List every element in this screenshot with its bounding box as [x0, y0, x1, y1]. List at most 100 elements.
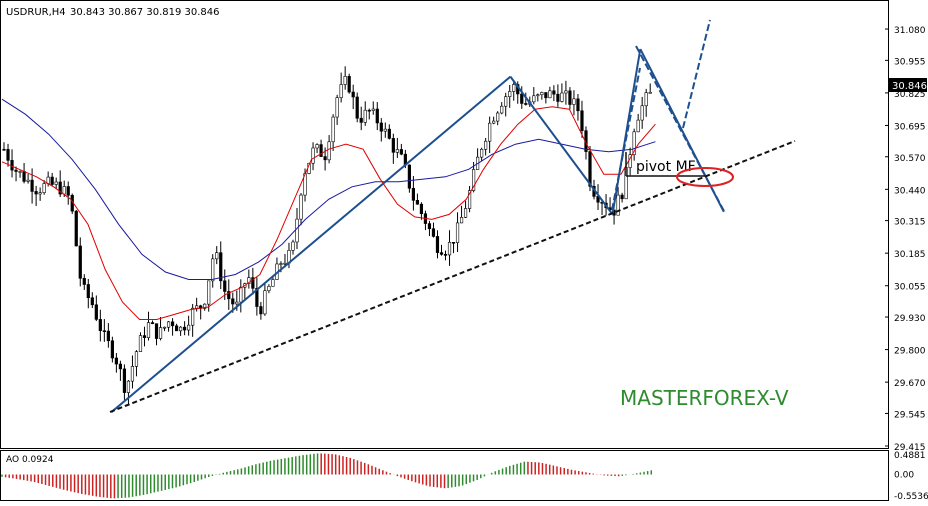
price-tick-label: 30.315	[894, 218, 926, 228]
candle-body	[548, 90, 552, 99]
candle-body	[500, 105, 504, 114]
candle-body	[443, 254, 448, 256]
candle-body	[560, 92, 564, 102]
candle-body	[179, 326, 183, 332]
candle-body	[439, 252, 444, 255]
pivot-highlight-ellipse	[676, 167, 734, 187]
candle-body	[323, 156, 327, 161]
candle-body	[427, 223, 432, 230]
candle-body	[632, 131, 636, 156]
candle-body	[86, 284, 90, 299]
price-tick-label: 30.955	[894, 57, 926, 67]
candle-body	[191, 307, 195, 326]
candle-body	[496, 112, 500, 122]
ao-title: AO 0.0924	[6, 455, 54, 465]
candle-body	[62, 186, 66, 195]
price-tick-label: 30.440	[894, 186, 926, 196]
candle-body	[552, 90, 556, 95]
candle-body	[126, 380, 131, 393]
candle-body	[219, 252, 223, 282]
candle-body	[30, 179, 34, 192]
candle-body	[339, 84, 343, 98]
candle-body	[371, 108, 375, 111]
candle-body	[247, 277, 251, 284]
candle-body	[195, 305, 199, 309]
candle-body	[504, 96, 508, 107]
candle-body	[375, 108, 379, 124]
candle-body	[640, 105, 644, 121]
candle-body	[6, 149, 10, 161]
candle-body	[291, 241, 295, 251]
candle-body	[259, 306, 263, 315]
ao-tick-label: -0.5536	[894, 492, 928, 502]
candle-body	[387, 128, 391, 139]
candle-body	[480, 148, 484, 158]
candle-body	[295, 218, 299, 243]
price-tick-label: 31.080	[894, 26, 926, 36]
candle-body	[351, 91, 355, 98]
candle-body	[227, 291, 231, 300]
candle-body	[203, 303, 207, 309]
candle-body	[395, 149, 399, 153]
candle-body	[347, 76, 351, 93]
candle-body	[415, 200, 420, 205]
pivot-label: pivot MF	[636, 159, 696, 175]
price-tick-label: 30.825	[894, 90, 926, 100]
main-pane-frame	[0, 0, 889, 449]
projection-rise-line	[611, 67, 641, 211]
candle-body	[355, 96, 359, 119]
price-tick-label: 30.695	[894, 122, 926, 132]
watermark-text: MASTERFOREX-V	[620, 386, 789, 410]
candle-body	[648, 92, 652, 94]
candle-body	[383, 128, 387, 132]
candle-body	[18, 171, 22, 173]
candle-body	[472, 169, 476, 191]
candle-body	[90, 297, 94, 306]
candle-body	[122, 368, 127, 393]
candle-body	[223, 280, 227, 292]
candle-body	[488, 122, 492, 142]
candle-body	[299, 194, 303, 220]
candle-body	[576, 98, 580, 112]
price-tick-label: 29.670	[894, 379, 926, 389]
candle-body	[391, 138, 395, 153]
candle-body	[138, 335, 143, 352]
price-tick-label: 30.055	[894, 283, 926, 293]
candle-body	[283, 262, 287, 265]
candle-body	[82, 277, 86, 285]
candle-body	[215, 252, 219, 260]
candle-body	[231, 298, 235, 305]
candle-body	[106, 330, 110, 342]
candle-body	[540, 92, 544, 96]
candle-body	[431, 228, 436, 237]
candle-body	[319, 144, 323, 157]
candle-body	[78, 245, 82, 279]
candle-body	[58, 181, 62, 195]
pattern-lines	[110, 48, 725, 413]
candle-body	[130, 366, 135, 382]
candle-body	[279, 263, 283, 265]
candle-body	[255, 288, 259, 307]
price-tick-label: 29.800	[894, 347, 926, 357]
candle-body	[532, 95, 536, 103]
candle-body	[170, 321, 175, 327]
candle-body	[467, 190, 472, 209]
candle-body	[484, 140, 488, 150]
candle-body	[512, 84, 516, 92]
price-tick-label: 29.930	[894, 314, 926, 324]
candle-body	[588, 151, 592, 187]
ma-fast-line	[1, 106, 656, 320]
candle-body	[98, 319, 102, 331]
candle-body	[38, 192, 42, 195]
candle-body	[459, 217, 464, 224]
candle-body	[26, 179, 30, 182]
candle-body	[536, 94, 540, 97]
candle-body	[508, 91, 512, 98]
candle-body	[187, 324, 191, 331]
candle-body	[42, 183, 46, 193]
symbol-label: USDRUR,H4	[6, 7, 66, 18]
support-trendline	[109, 140, 796, 413]
candle-body	[343, 76, 347, 85]
